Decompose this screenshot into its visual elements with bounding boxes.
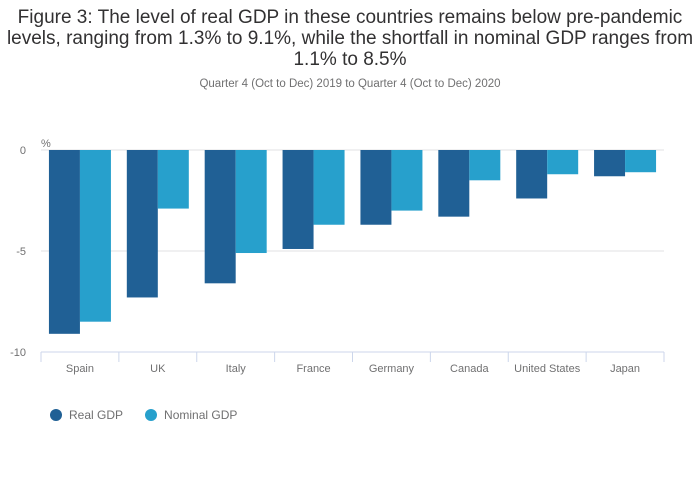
legend-item-nominal-gdp[interactable]: Nominal GDP: [145, 408, 237, 422]
bar-nominal-gdp-japan[interactable]: [625, 150, 657, 173]
bar-nominal-gdp-france[interactable]: [313, 150, 345, 225]
bar-real-gdp-italy[interactable]: [204, 150, 236, 284]
legend-marker-real-gdp: [50, 409, 62, 421]
y-tick-label: -10: [10, 347, 26, 359]
x-tick-label: Spain: [66, 363, 94, 375]
chart-subtitle: Quarter 4 (Oct to Dec) 2019 to Quarter 4…: [199, 78, 501, 90]
legend-label-real-gdp: Real GDP: [69, 408, 124, 422]
bar-real-gdp-japan[interactable]: [594, 150, 626, 177]
x-tick-label: France: [296, 363, 330, 375]
legend-marker-nominal-gdp: [145, 409, 158, 421]
bar-nominal-gdp-uk[interactable]: [157, 150, 189, 209]
bar-real-gdp-france[interactable]: [282, 150, 314, 249]
bar-nominal-gdp-united-states[interactable]: [547, 150, 579, 175]
bar-nominal-gdp-canada[interactable]: [469, 150, 501, 181]
legend: Real GDP Nominal GDP: [50, 408, 259, 422]
y-tick-label: -5: [16, 246, 26, 258]
chart-title: Figure 3: The level of real GDP in these…: [6, 7, 694, 70]
bar-nominal-gdp-spain[interactable]: [79, 150, 111, 322]
bar-real-gdp-spain[interactable]: [48, 150, 80, 334]
x-tick-label: Canada: [450, 363, 489, 375]
bar-nominal-gdp-italy[interactable]: [235, 150, 267, 254]
bar-real-gdp-germany[interactable]: [360, 150, 392, 225]
x-tick-label: UK: [150, 363, 166, 375]
bar-real-gdp-canada[interactable]: [438, 150, 470, 217]
y-axis-label: %: [41, 138, 51, 150]
legend-item-real-gdp[interactable]: Real GDP: [50, 408, 123, 422]
y-tick-label: 0: [20, 145, 26, 157]
bar-nominal-gdp-germany[interactable]: [391, 150, 423, 211]
legend-label-nominal-gdp: Nominal GDP: [164, 408, 238, 422]
x-tick-label: Japan: [610, 363, 640, 375]
x-tick-label: United States: [514, 363, 581, 375]
bar-real-gdp-uk[interactable]: [126, 150, 158, 298]
x-tick-label: Germany: [369, 363, 415, 375]
x-tick-label: Italy: [226, 363, 247, 375]
bar-real-gdp-united-states[interactable]: [516, 150, 548, 199]
